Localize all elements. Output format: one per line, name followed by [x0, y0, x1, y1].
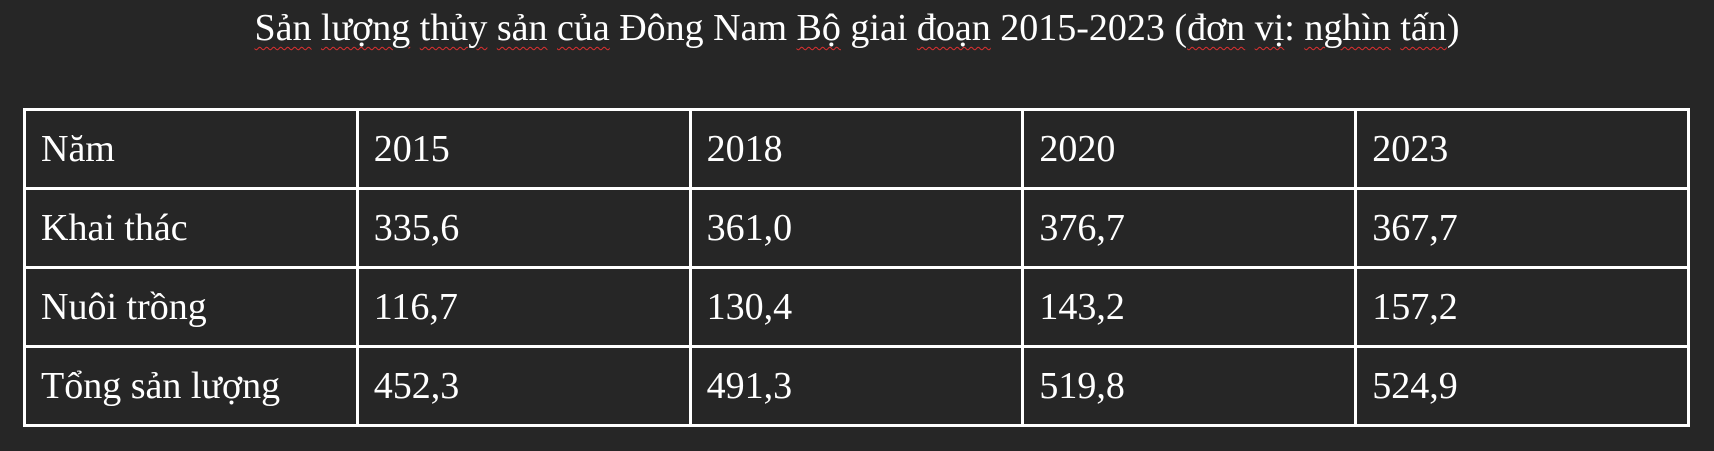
- table-row-nuoi-trong: Nuôi trồng 116,7 130,4 143,2 157,2: [23, 266, 1690, 348]
- title-word: của: [557, 7, 610, 49]
- title-word: đoạn: [916, 7, 991, 49]
- table-cell: 452,3: [355, 345, 692, 427]
- table-cell: 519,8: [1021, 345, 1358, 427]
- header-cell-2015: 2015: [355, 108, 692, 190]
- title-space: [410, 7, 420, 49]
- title-word: sản: [496, 7, 548, 49]
- table-cell: 491,3: [688, 345, 1025, 427]
- title-word: Bộ: [796, 7, 841, 49]
- row-label-cell: Nuôi trồng: [23, 266, 359, 348]
- title-word: vị: [1254, 7, 1285, 49]
- title-text: giai: [840, 7, 917, 49]
- table-cell: 361,0: [688, 187, 1025, 269]
- title-text: 2015-2023 (: [990, 7, 1188, 49]
- table-cell: 367,7: [1354, 187, 1690, 269]
- title-text: Đông Nam: [609, 7, 797, 49]
- title-text: :: [1284, 7, 1305, 49]
- title-word: lượng: [321, 7, 411, 49]
- data-table: Năm 2015 2018 2020 2023 Khai thác 335,6 …: [23, 108, 1690, 427]
- header-cell-2023: 2023: [1354, 108, 1690, 190]
- row-label-cell: Khai thác: [23, 187, 359, 269]
- table-cell: 143,2: [1021, 266, 1358, 348]
- title-word: đơn: [1187, 7, 1246, 49]
- table-cell: 157,2: [1354, 266, 1690, 348]
- table-cell: 116,7: [355, 266, 692, 348]
- table-cell: 130,4: [688, 266, 1025, 348]
- table-header-row: Năm 2015 2018 2020 2023: [23, 108, 1690, 190]
- title-space: [1391, 7, 1401, 49]
- title-space: [548, 7, 558, 49]
- table-row-khai-thac: Khai thác 335,6 361,0 376,7 367,7: [23, 187, 1690, 269]
- row-label-cell: Tổng sản lượng: [23, 345, 359, 427]
- table-cell: 335,6: [355, 187, 692, 269]
- title-space: [487, 7, 497, 49]
- table-row-tong-san-luong: Tổng sản lượng 452,3 491,3 519,8 524,9: [23, 345, 1690, 427]
- table-cell: 376,7: [1021, 187, 1358, 269]
- title-word: tấn: [1400, 7, 1447, 49]
- title-word: Sản: [254, 7, 312, 49]
- document-title: Sản lượng thủy sản của Đông Nam Bộ giai …: [0, 2, 1714, 54]
- title-word: thủy: [419, 7, 488, 49]
- table-cell: 524,9: [1354, 345, 1690, 427]
- title-space: [1245, 7, 1255, 49]
- header-cell-year-label: Năm: [23, 108, 359, 190]
- title-text: ): [1446, 7, 1460, 49]
- title-word: nghìn: [1304, 7, 1391, 49]
- title-space: [312, 7, 322, 49]
- header-cell-2020: 2020: [1021, 108, 1358, 190]
- header-cell-2018: 2018: [688, 108, 1025, 190]
